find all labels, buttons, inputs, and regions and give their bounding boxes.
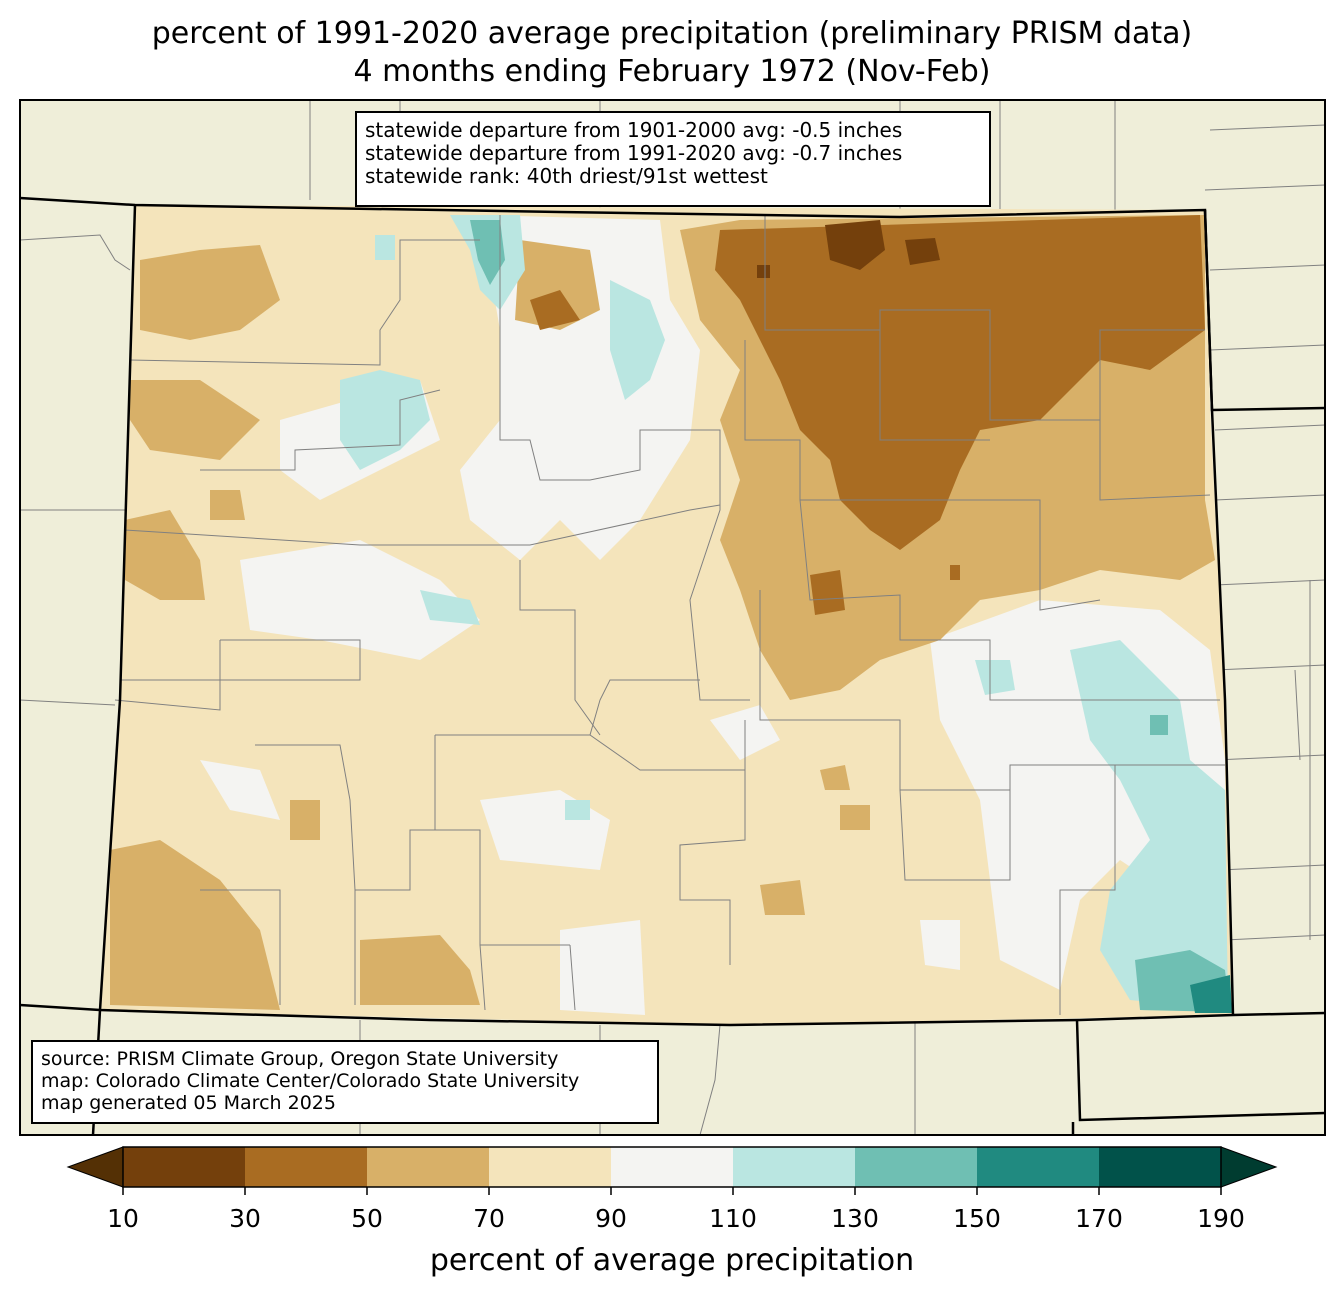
source-prism: source: PRISM Climate Group, Oregon Stat… bbox=[41, 1048, 559, 1070]
colorbar-bin bbox=[611, 1147, 734, 1187]
colorbar-tick-label: 170 bbox=[1075, 1204, 1123, 1233]
colorbar-bin bbox=[977, 1147, 1100, 1187]
colorbar-tick-label: 130 bbox=[831, 1204, 879, 1233]
stats-departure-1991-2020: statewide departure from 1991-2020 avg: … bbox=[365, 141, 903, 165]
stats-departure-1901-2000: statewide departure from 1901-2000 avg: … bbox=[365, 118, 903, 142]
colorbar-bin bbox=[367, 1147, 490, 1187]
colorbar-tick-label: 10 bbox=[107, 1204, 139, 1233]
state-borders bbox=[19, 196, 1326, 1136]
colorbar-tick-label: 30 bbox=[229, 1204, 261, 1233]
colorbar-tick-label: 70 bbox=[473, 1204, 505, 1233]
colorbar-tick-label: 50 bbox=[351, 1204, 383, 1233]
colorbar-tick-label: 90 bbox=[595, 1204, 627, 1233]
dry-regions bbox=[530, 215, 1205, 615]
colorbar bbox=[66, 1146, 1278, 1195]
source-map-credit: map: Colorado Climate Center/Colorado St… bbox=[41, 1070, 580, 1092]
colorbar-outline bbox=[122, 1146, 1222, 1188]
very-dry-regions bbox=[757, 220, 940, 278]
colorbar-bin bbox=[123, 1147, 246, 1187]
extreme-wet-region bbox=[1190, 975, 1232, 1013]
precipitation-map bbox=[19, 99, 1326, 1136]
colorbar-bin bbox=[855, 1147, 978, 1187]
wet-regions bbox=[340, 215, 1228, 1010]
colorbar-bin bbox=[733, 1147, 856, 1187]
source-generated-date: map generated 05 March 2025 bbox=[41, 1092, 336, 1114]
stats-rank: statewide rank: 40th driest/91st wettest bbox=[365, 164, 768, 188]
colorbar-bin bbox=[245, 1147, 368, 1187]
colorbar-tick-label: 110 bbox=[709, 1204, 757, 1233]
source-box: source: PRISM Climate Group, Oregon Stat… bbox=[31, 1040, 659, 1124]
colorbar-bin bbox=[1099, 1147, 1222, 1187]
colorbar-over-arrow bbox=[1220, 1146, 1278, 1188]
colorbar-under-arrow bbox=[66, 1146, 124, 1188]
statewide-stats-box: statewide departure from 1901-2000 avg: … bbox=[355, 111, 991, 207]
colorbar-label: percent of average precipitation bbox=[429, 1243, 915, 1278]
map-frame bbox=[19, 99, 1326, 1136]
colorbar-tick-label: 150 bbox=[953, 1204, 1001, 1233]
map-title-line2: 4 months ending February 1972 (Nov-Feb) bbox=[353, 54, 991, 89]
map-title-line1: percent of 1991-2020 average precipitati… bbox=[151, 16, 1193, 51]
colorbar-tick-label: 190 bbox=[1197, 1204, 1245, 1233]
colorbar-bin bbox=[489, 1147, 612, 1187]
county-lines bbox=[114, 215, 1225, 1015]
